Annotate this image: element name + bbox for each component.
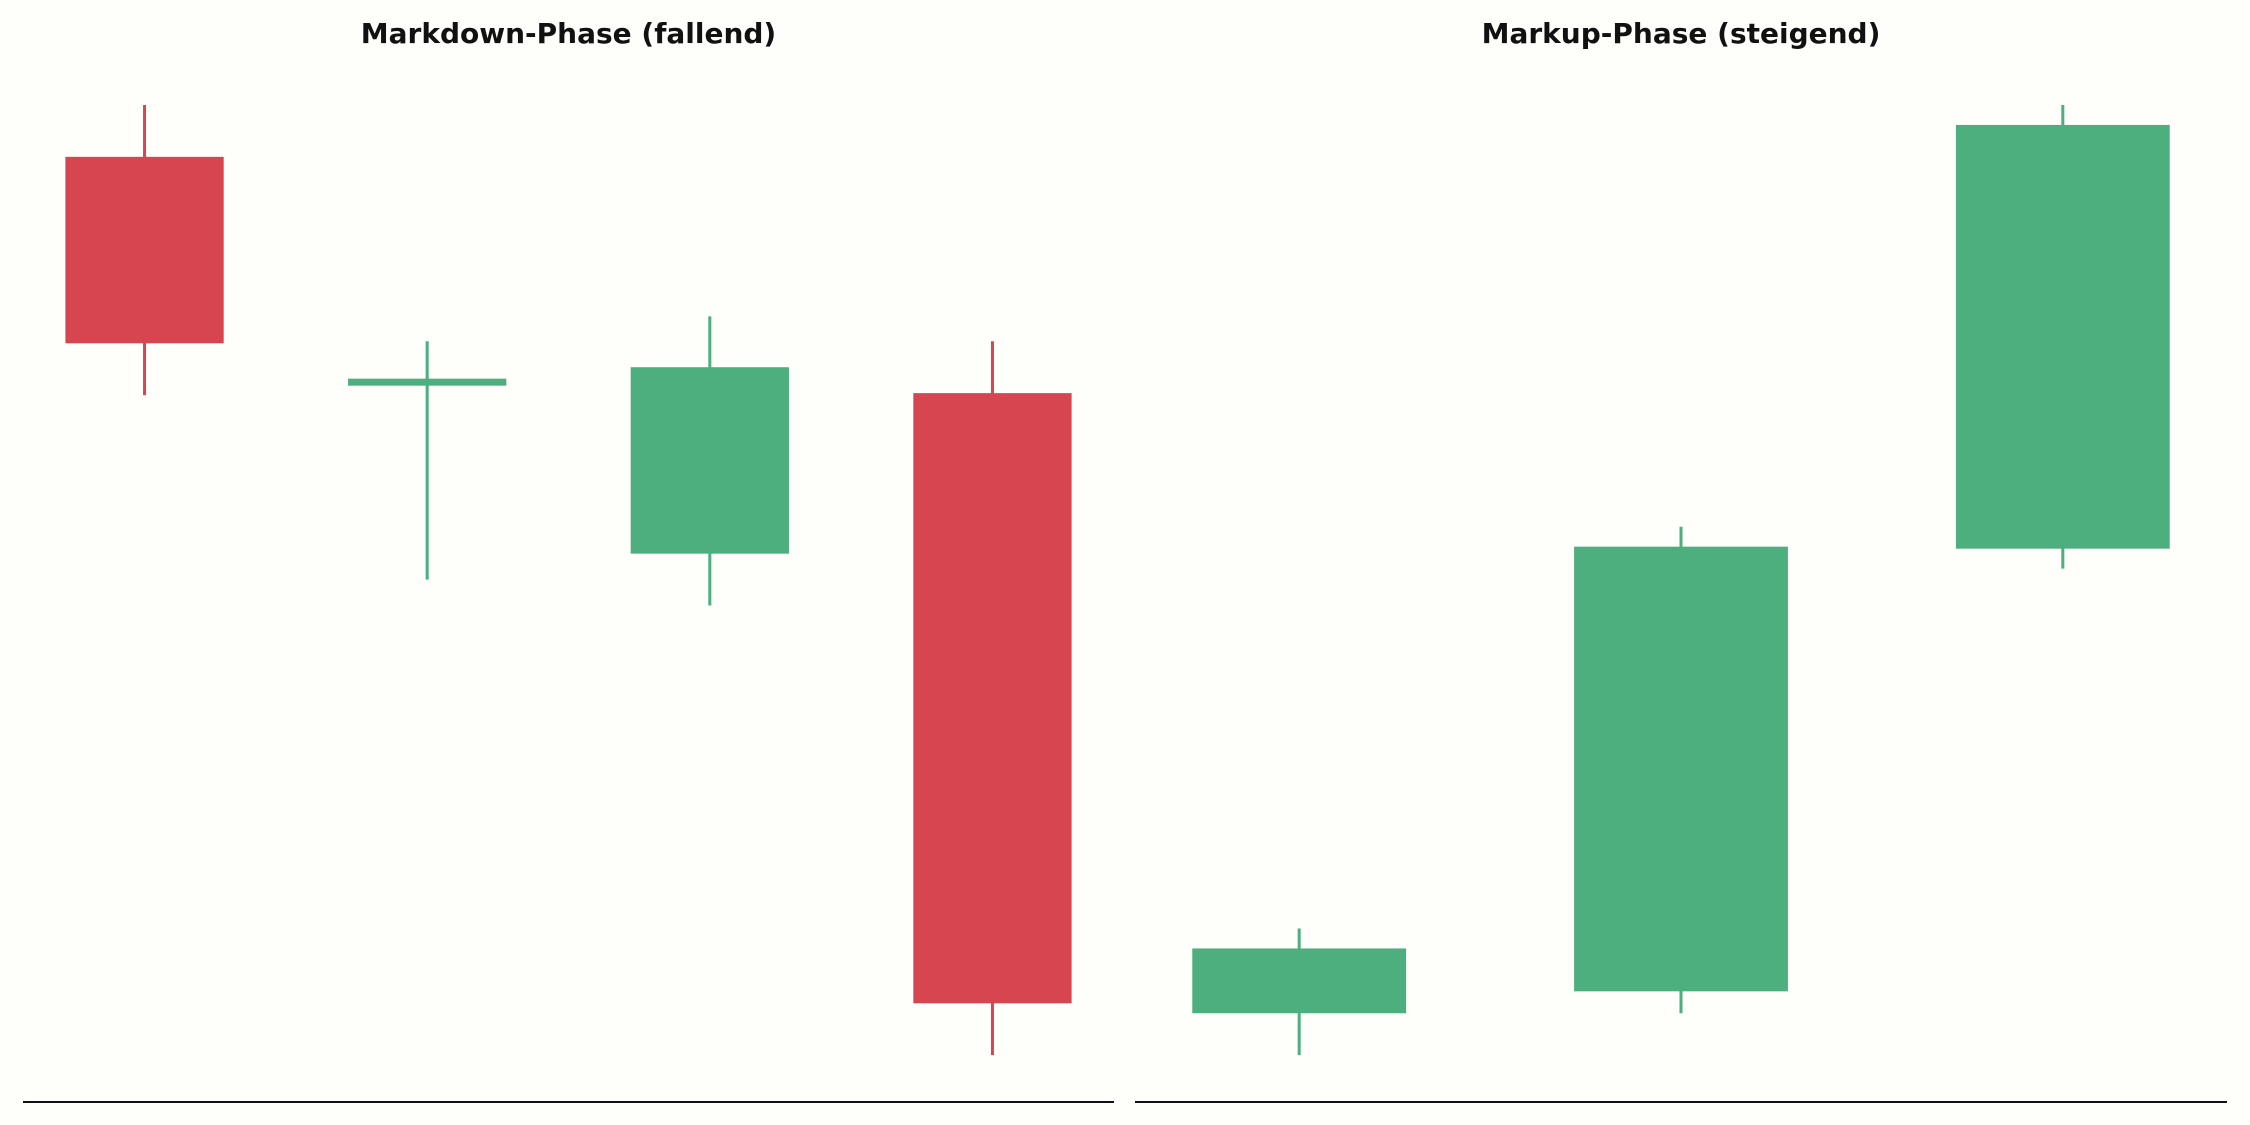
candle-body	[65, 156, 224, 344]
candle-body	[1955, 124, 2170, 549]
chart-title: Markup-Phase (steigend)	[1482, 17, 1881, 50]
candle-body	[630, 367, 789, 554]
candle-body	[913, 393, 1072, 1004]
candle-body	[348, 378, 507, 386]
chart-title: Markdown-Phase (fallend)	[361, 17, 776, 50]
candle-body	[1574, 546, 1788, 992]
candle-body	[1192, 948, 1407, 1014]
